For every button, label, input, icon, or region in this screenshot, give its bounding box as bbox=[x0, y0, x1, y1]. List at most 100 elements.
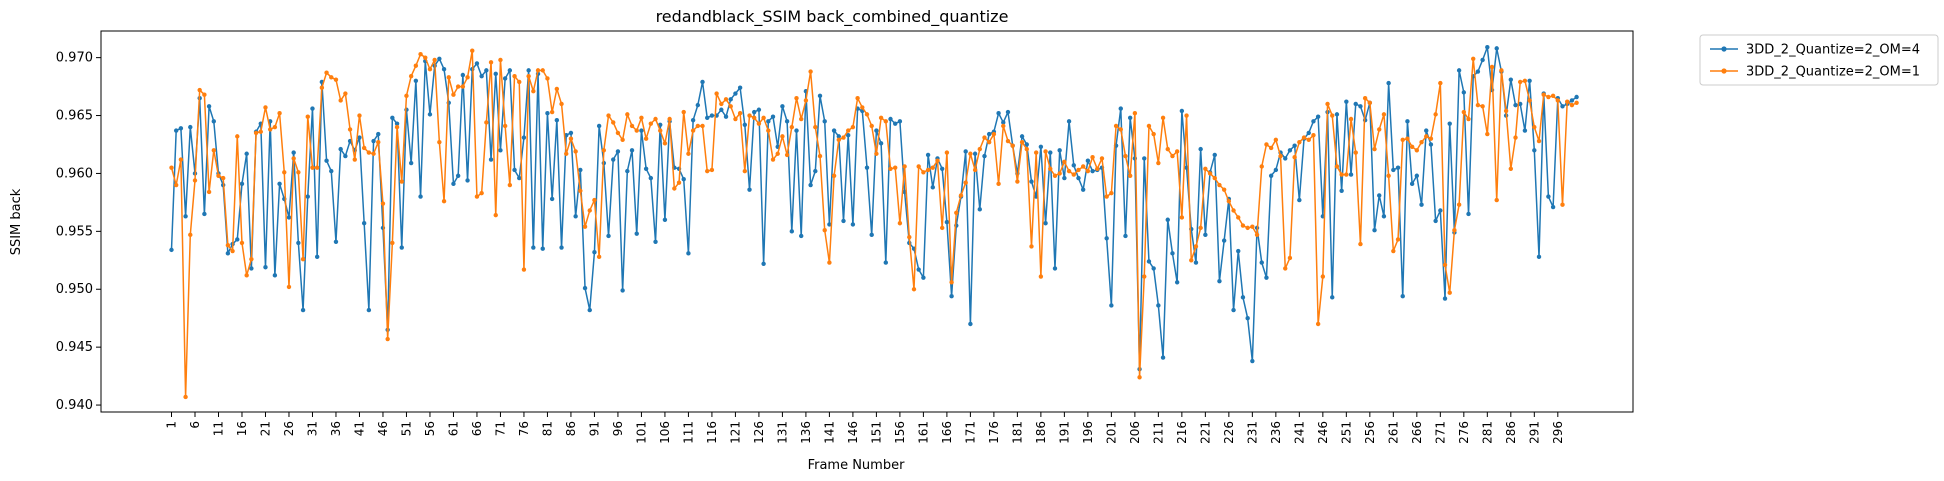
data-point bbox=[1400, 293, 1405, 299]
y-tick-label: 0.960 bbox=[56, 166, 93, 181]
data-point bbox=[493, 212, 498, 218]
data-point bbox=[686, 251, 691, 256]
data-point bbox=[1550, 93, 1556, 99]
data-point bbox=[531, 89, 536, 94]
data-point bbox=[1536, 254, 1542, 260]
data-point bbox=[1400, 137, 1405, 143]
data-point bbox=[709, 167, 715, 173]
data-point bbox=[991, 131, 997, 137]
data-point bbox=[761, 261, 766, 266]
data-point bbox=[1123, 233, 1128, 239]
data-point bbox=[1405, 119, 1410, 124]
data-point bbox=[1193, 260, 1199, 265]
data-point bbox=[1071, 172, 1076, 177]
data-point bbox=[714, 91, 719, 96]
plot-frame bbox=[100, 30, 1634, 413]
data-point bbox=[963, 149, 968, 154]
x-tick-label: 36 bbox=[329, 421, 343, 436]
data-point bbox=[972, 167, 978, 173]
x-tick-label: 291 bbox=[1527, 421, 1541, 444]
data-point bbox=[493, 71, 498, 77]
data-point bbox=[263, 265, 268, 270]
data-point bbox=[1513, 135, 1518, 140]
data-point bbox=[310, 165, 315, 170]
data-point bbox=[1499, 68, 1504, 73]
data-point bbox=[1532, 148, 1537, 153]
data-point bbox=[1358, 241, 1363, 247]
data-point bbox=[1268, 173, 1274, 178]
data-point bbox=[225, 251, 231, 256]
data-point bbox=[662, 217, 668, 222]
data-point bbox=[705, 115, 710, 121]
data-point bbox=[1546, 94, 1551, 100]
data-point bbox=[559, 245, 564, 250]
data-point bbox=[1254, 232, 1260, 238]
data-point bbox=[239, 240, 245, 246]
data-point bbox=[408, 73, 414, 79]
data-point bbox=[1024, 142, 1029, 147]
data-point bbox=[470, 48, 475, 53]
data-point bbox=[1428, 136, 1434, 141]
y-tick-label: 0.940 bbox=[56, 398, 93, 413]
data-point bbox=[752, 115, 757, 121]
y-tick-label: 0.955 bbox=[56, 224, 93, 239]
data-point bbox=[629, 123, 635, 129]
data-point bbox=[197, 87, 202, 93]
x-tick-label: 241 bbox=[1292, 421, 1306, 444]
data-point bbox=[1109, 190, 1114, 196]
legend-label: 3DD_2_Quantize=2_OM=1 bbox=[1746, 65, 1920, 80]
data-point bbox=[1527, 98, 1532, 103]
data-point bbox=[418, 194, 423, 199]
data-point bbox=[1259, 164, 1264, 169]
data-point bbox=[977, 207, 982, 212]
data-point bbox=[794, 128, 799, 133]
data-point bbox=[258, 129, 263, 134]
x-tick-label: 216 bbox=[1175, 421, 1189, 444]
data-point bbox=[573, 149, 578, 154]
data-point bbox=[587, 208, 592, 213]
data-point bbox=[1315, 321, 1321, 327]
data-point bbox=[864, 112, 870, 117]
data-point bbox=[728, 97, 733, 102]
data-point bbox=[695, 123, 701, 129]
data-point bbox=[347, 127, 353, 132]
data-point bbox=[1057, 171, 1062, 176]
data-point bbox=[1052, 266, 1058, 271]
data-point bbox=[1348, 172, 1354, 177]
y-tick-label: 0.950 bbox=[56, 282, 93, 297]
data-point bbox=[925, 167, 931, 173]
x-tick-label: 141 bbox=[822, 421, 836, 444]
data-point bbox=[329, 75, 334, 80]
data-point bbox=[437, 139, 442, 145]
data-point bbox=[944, 150, 950, 155]
data-point bbox=[709, 113, 715, 118]
data-point bbox=[780, 134, 785, 139]
data-point bbox=[366, 307, 372, 313]
data-point bbox=[1264, 142, 1269, 147]
data-point bbox=[1236, 215, 1241, 220]
data-point bbox=[540, 68, 545, 73]
data-point bbox=[935, 158, 940, 163]
data-point bbox=[1221, 187, 1227, 192]
data-point bbox=[220, 175, 226, 181]
data-point bbox=[1095, 166, 1100, 172]
data-point bbox=[996, 181, 1001, 187]
data-point bbox=[1226, 199, 1232, 204]
data-point bbox=[596, 254, 602, 260]
data-point bbox=[817, 153, 823, 159]
data-point bbox=[1494, 197, 1499, 203]
data-point bbox=[1569, 98, 1575, 103]
data-point bbox=[808, 69, 813, 74]
data-point bbox=[357, 113, 362, 118]
data-point bbox=[286, 284, 292, 290]
legend-box bbox=[1699, 34, 1939, 86]
data-point bbox=[554, 86, 560, 92]
data-point bbox=[427, 112, 433, 117]
data-point bbox=[1461, 109, 1467, 115]
data-point bbox=[756, 121, 762, 126]
data-point bbox=[817, 93, 823, 99]
data-point bbox=[799, 233, 804, 239]
data-point bbox=[352, 157, 357, 162]
data-point bbox=[841, 135, 846, 140]
data-point bbox=[592, 249, 597, 255]
